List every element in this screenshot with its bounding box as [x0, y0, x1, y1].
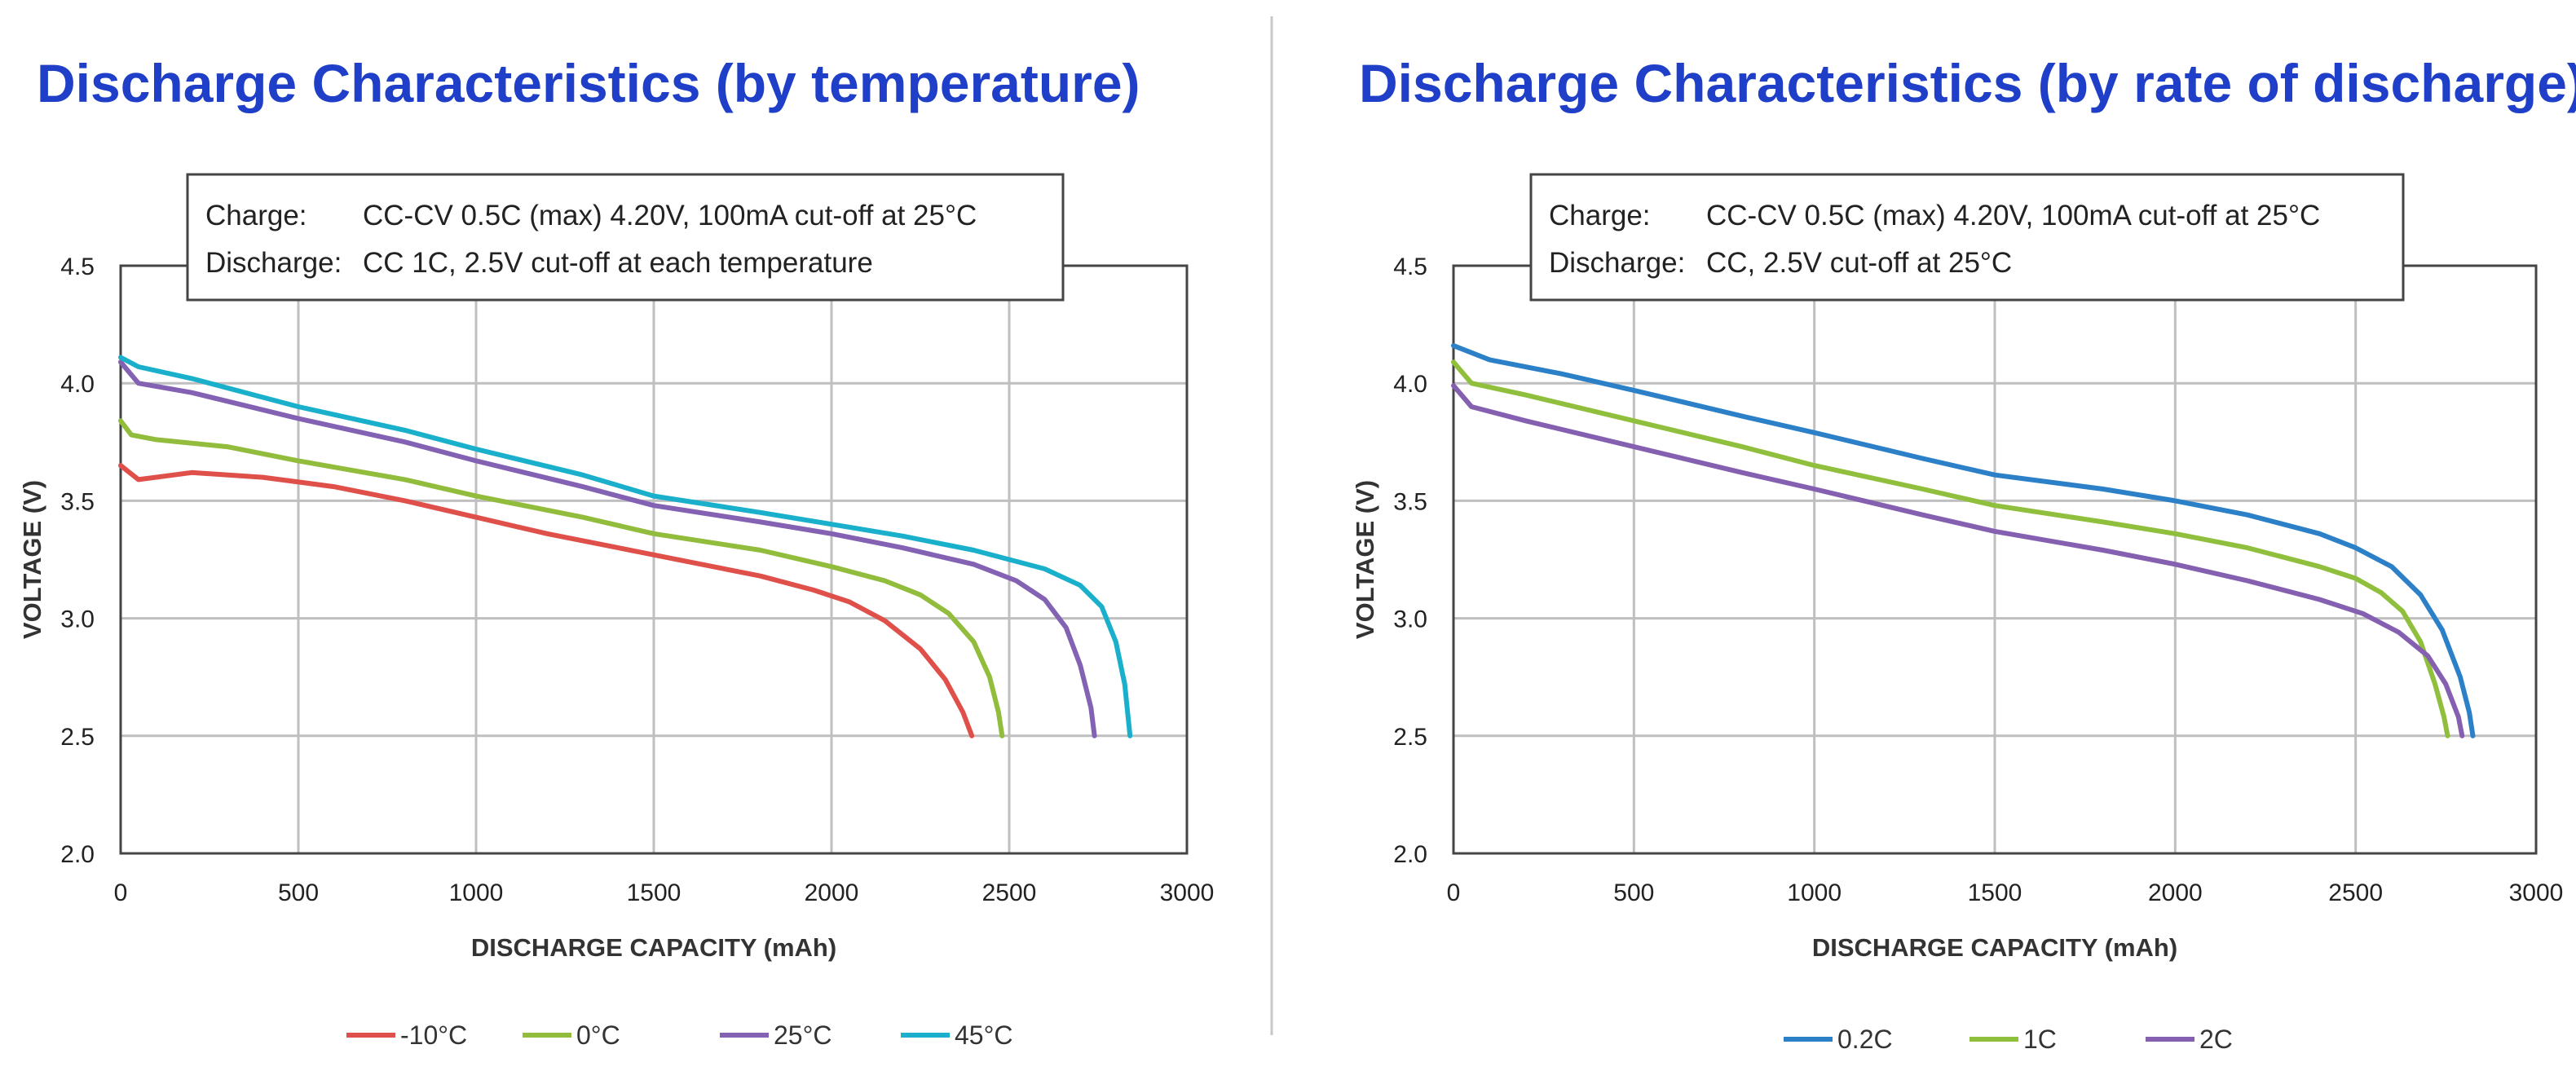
y-tick-label: 2.0 [1393, 841, 1427, 868]
discharge-text: CC, 2.5V cut-off at 25°C [1706, 247, 2012, 279]
legend-label-2C: 2C [2199, 1025, 2233, 1054]
charge-label: Charge: [205, 200, 307, 231]
series-line-2C [1451, 383, 2465, 738]
y-tick-label: 2.5 [1393, 724, 1427, 751]
x-axis-label: DISCHARGE CAPACITY (mAh) [1812, 933, 2177, 962]
x-axis-label: DISCHARGE CAPACITY (mAh) [471, 933, 836, 962]
series-line-0.2C [1451, 343, 2476, 738]
discharge-text: CC 1C, 2.5V cut-off at each temperature [363, 247, 873, 279]
charge-label: Charge: [1549, 200, 1651, 231]
y-tick-label: 2.0 [60, 841, 95, 868]
x-tick-label: 0 [114, 879, 128, 906]
series-line--10°C [118, 463, 975, 738]
y-tick-label: 3.0 [60, 606, 95, 633]
legend-label-25°C: 25°C [774, 1020, 832, 1050]
y-tick-label: 4.0 [1393, 371, 1427, 398]
rate-chart: Discharge Characteristics (by rate of di… [1351, 53, 2576, 1054]
y-tick-label: 4.5 [1393, 253, 1427, 280]
legend-label-0.2C: 0.2C [1837, 1025, 1893, 1054]
y-axis-label: VOLTAGE (V) [1351, 480, 1379, 639]
x-tick-label: 0 [1447, 879, 1461, 906]
legend-label--10°C: -10°C [400, 1020, 467, 1050]
condition-note-box [1529, 173, 2405, 302]
series-line-25°C [118, 359, 1097, 738]
series-line-45°C [118, 355, 1133, 738]
condition-note-box [186, 173, 1065, 302]
discharge-label: Discharge: [1549, 247, 1685, 279]
x-tick-label: 1500 [1968, 879, 2022, 906]
x-tick-label: 1000 [1787, 879, 1842, 906]
discharge-label: Discharge: [205, 247, 342, 279]
y-tick-label: 3.5 [60, 488, 95, 515]
x-tick-label: 500 [278, 879, 319, 906]
x-tick-label: 3000 [2509, 879, 2564, 906]
charge-text: CC-CV 0.5C (max) 4.20V, 100mA cut-off at… [363, 200, 977, 231]
y-tick-label: 3.5 [1393, 488, 1427, 515]
x-tick-label: 1500 [627, 879, 681, 906]
y-tick-label: 4.0 [60, 371, 95, 398]
y-axis-label: VOLTAGE (V) [18, 480, 46, 639]
series-line-0°C [118, 418, 1005, 738]
chart-title: Discharge Characteristics (by temperatur… [37, 53, 1140, 113]
y-tick-label: 2.5 [60, 724, 95, 751]
chart-title: Discharge Characteristics (by rate of di… [1359, 53, 2576, 113]
y-tick-label: 3.0 [1393, 606, 1427, 633]
y-tick-label: 4.5 [60, 253, 95, 280]
temperature-chart: Discharge Characteristics (by temperatur… [18, 53, 1214, 1050]
x-tick-label: 2000 [805, 879, 859, 906]
series-line-1C [1451, 359, 2450, 738]
x-tick-label: 2500 [982, 879, 1037, 906]
x-tick-label: 2500 [2328, 879, 2383, 906]
x-tick-label: 500 [1613, 879, 1654, 906]
legend-label-45°C: 45°C [955, 1020, 1013, 1050]
x-tick-label: 2000 [2148, 879, 2203, 906]
charge-text: CC-CV 0.5C (max) 4.20V, 100mA cut-off at… [1706, 200, 2320, 231]
x-tick-label: 1000 [449, 879, 504, 906]
legend-label-0°C: 0°C [576, 1020, 620, 1050]
legend-label-1C: 1C [2023, 1025, 2057, 1054]
x-tick-label: 3000 [1160, 879, 1215, 906]
